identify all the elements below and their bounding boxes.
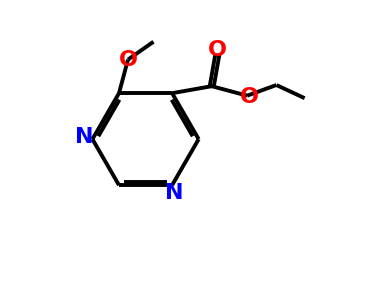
Text: N: N: [165, 183, 183, 203]
Text: O: O: [208, 40, 227, 60]
Text: N: N: [75, 127, 94, 147]
Text: O: O: [240, 88, 258, 108]
Text: O: O: [119, 50, 138, 69]
